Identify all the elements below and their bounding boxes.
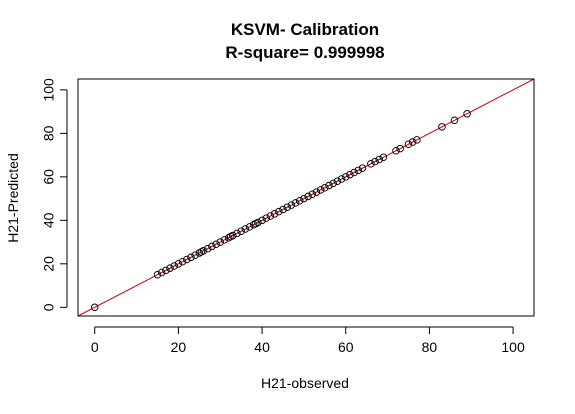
y-tick-label: 100	[41, 78, 57, 102]
data-point	[321, 183, 329, 192]
data-point	[174, 260, 183, 268]
data-point	[312, 188, 321, 196]
data-point	[300, 194, 308, 203]
data-point	[258, 216, 266, 225]
data-point	[463, 110, 471, 118]
data-point	[358, 164, 367, 172]
x-tick-label: 80	[422, 339, 438, 355]
x-tick-label: 0	[91, 339, 99, 355]
data-point	[375, 155, 383, 164]
chart-subtitle: R-square= 0.999998	[225, 43, 384, 62]
data-point	[283, 203, 291, 212]
data-point	[413, 136, 421, 144]
data-point	[275, 207, 283, 216]
data-point	[208, 242, 216, 251]
data-point	[187, 253, 195, 262]
data-point	[183, 255, 191, 264]
data-point	[199, 247, 208, 255]
data-point	[350, 168, 358, 177]
chart-title: KSVM- Calibration	[231, 20, 379, 39]
plot-area: 0 20 40 60 80 100 0 20 40 60 80 100	[41, 78, 535, 355]
data-point	[450, 116, 459, 125]
x-tick-label: 100	[501, 339, 525, 355]
data-point	[316, 186, 325, 194]
data-point	[266, 212, 275, 220]
data-point	[329, 179, 337, 188]
data-point	[157, 268, 166, 277]
data-point	[287, 201, 296, 209]
plot-frame	[77, 78, 535, 317]
data-point	[241, 225, 250, 233]
data-point	[233, 229, 241, 238]
data-point	[216, 238, 224, 246]
data-point	[438, 123, 446, 131]
data-point	[90, 303, 99, 312]
data-point	[237, 227, 245, 235]
data-point	[166, 264, 174, 272]
data-point	[178, 257, 187, 266]
x-tick-label: 40	[254, 339, 270, 355]
data-point	[304, 192, 312, 201]
x-tick-label: 60	[338, 339, 354, 355]
data-point	[371, 157, 379, 166]
data-point	[346, 170, 354, 179]
data-point	[341, 173, 350, 181]
data-point	[396, 144, 404, 153]
data-point	[262, 214, 271, 222]
data-point	[220, 236, 229, 244]
y-tick-label: 60	[41, 169, 57, 185]
data-point	[291, 199, 300, 207]
data-point	[270, 210, 279, 218]
y-tick-label: 20	[41, 256, 57, 272]
data-point	[337, 175, 346, 183]
y-tick-label: 40	[41, 212, 57, 228]
data-point	[404, 140, 413, 148]
data-point	[325, 181, 333, 190]
data-point	[279, 205, 287, 214]
data-point	[408, 138, 417, 146]
y-tick-label: 0	[41, 303, 57, 311]
data-point	[245, 223, 254, 231]
data-point	[367, 160, 375, 168]
data-point	[153, 270, 162, 279]
y-axis-label: H21-Predicted	[5, 153, 21, 243]
data-point	[295, 197, 304, 205]
data-point	[203, 244, 212, 253]
data-point	[308, 190, 317, 198]
data-point	[191, 251, 199, 259]
data-point	[212, 240, 220, 248]
reference-line	[78, 79, 534, 316]
y-tick-label: 80	[41, 125, 57, 141]
data-point	[170, 262, 178, 270]
data-point	[229, 231, 237, 240]
x-axis-label: H21-observed	[261, 375, 349, 391]
data-point	[333, 177, 342, 185]
data-point	[162, 266, 170, 275]
data-point	[379, 153, 388, 162]
data-point	[354, 166, 363, 175]
x-tick-label: 20	[171, 339, 187, 355]
data-point	[392, 147, 400, 155]
data-point	[254, 218, 262, 227]
